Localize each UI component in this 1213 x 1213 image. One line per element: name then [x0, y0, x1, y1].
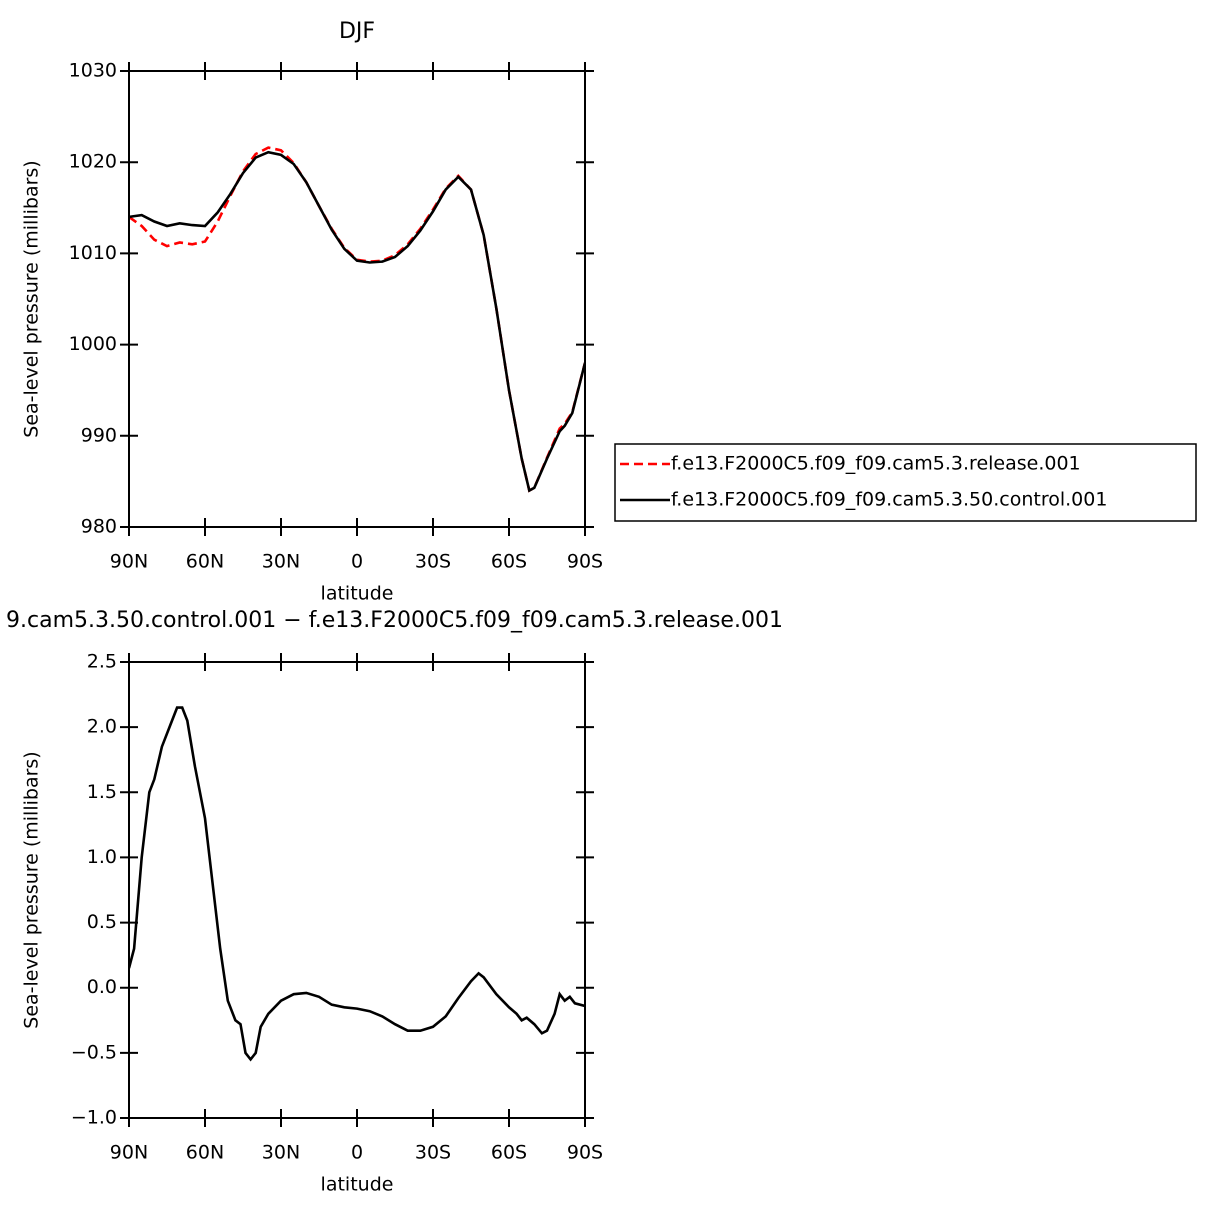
y-tick-label: 990 — [81, 424, 117, 446]
x-axis-label: latitude — [321, 583, 394, 605]
y-tick-label: 1030 — [69, 60, 117, 82]
y-tick-label: 2.5 — [87, 651, 117, 673]
x-tick-label: 30N — [262, 1142, 300, 1164]
y-tick-label: 980 — [81, 516, 117, 538]
chart-title: DJF — [339, 19, 375, 44]
plot-frame — [128, 661, 586, 1119]
x-axis-label: latitude — [321, 1174, 394, 1196]
x-tick-label: 90S — [567, 551, 603, 573]
y-tick-label: −1.0 — [71, 1107, 117, 1129]
y-tick-label: 0.5 — [87, 911, 117, 933]
x-tick-label: 60S — [491, 1142, 527, 1164]
x-tick-label: 90N — [110, 1142, 148, 1164]
x-tick-label: 0 — [351, 1142, 363, 1164]
plot-frame — [128, 70, 586, 528]
y-tick-label: 1.5 — [87, 781, 117, 803]
data-line — [129, 706, 585, 1062]
x-tick-label: 90S — [567, 1142, 603, 1164]
y-tick-label: 1010 — [69, 242, 117, 264]
y-axis-label: Sea-level pressure (millibars) — [21, 751, 43, 1028]
y-tick-label: 2.0 — [87, 716, 117, 738]
legend-box — [614, 443, 1197, 522]
y-tick-label: 1.0 — [87, 846, 117, 868]
x-tick-label: 30S — [415, 1142, 451, 1164]
y-tick-label: 0.0 — [87, 976, 117, 998]
x-tick-label: 90N — [110, 551, 148, 573]
x-tick-label: 60N — [186, 551, 224, 573]
chart-title: 9.cam5.3.50.control.001 − f.e13.F2000C5.… — [6, 608, 783, 633]
data-line — [129, 146, 585, 493]
x-tick-label: 30S — [415, 551, 451, 573]
x-tick-label: 60S — [491, 551, 527, 573]
x-tick-label: 30N — [262, 551, 300, 573]
legend-label: f.e13.F2000C5.f09_f09.cam5.3.release.001 — [671, 453, 1081, 475]
y-tick-label: 1020 — [69, 151, 117, 173]
y-tick-label: 1000 — [69, 333, 117, 355]
legend-label: f.e13.F2000C5.f09_f09.cam5.3.50.control.… — [671, 489, 1107, 511]
x-tick-label: 0 — [351, 551, 363, 573]
y-axis-label: Sea-level pressure (millibars) — [21, 160, 43, 437]
x-tick-label: 60N — [186, 1142, 224, 1164]
y-tick-label: −0.5 — [71, 1041, 117, 1063]
data-line — [129, 150, 585, 493]
